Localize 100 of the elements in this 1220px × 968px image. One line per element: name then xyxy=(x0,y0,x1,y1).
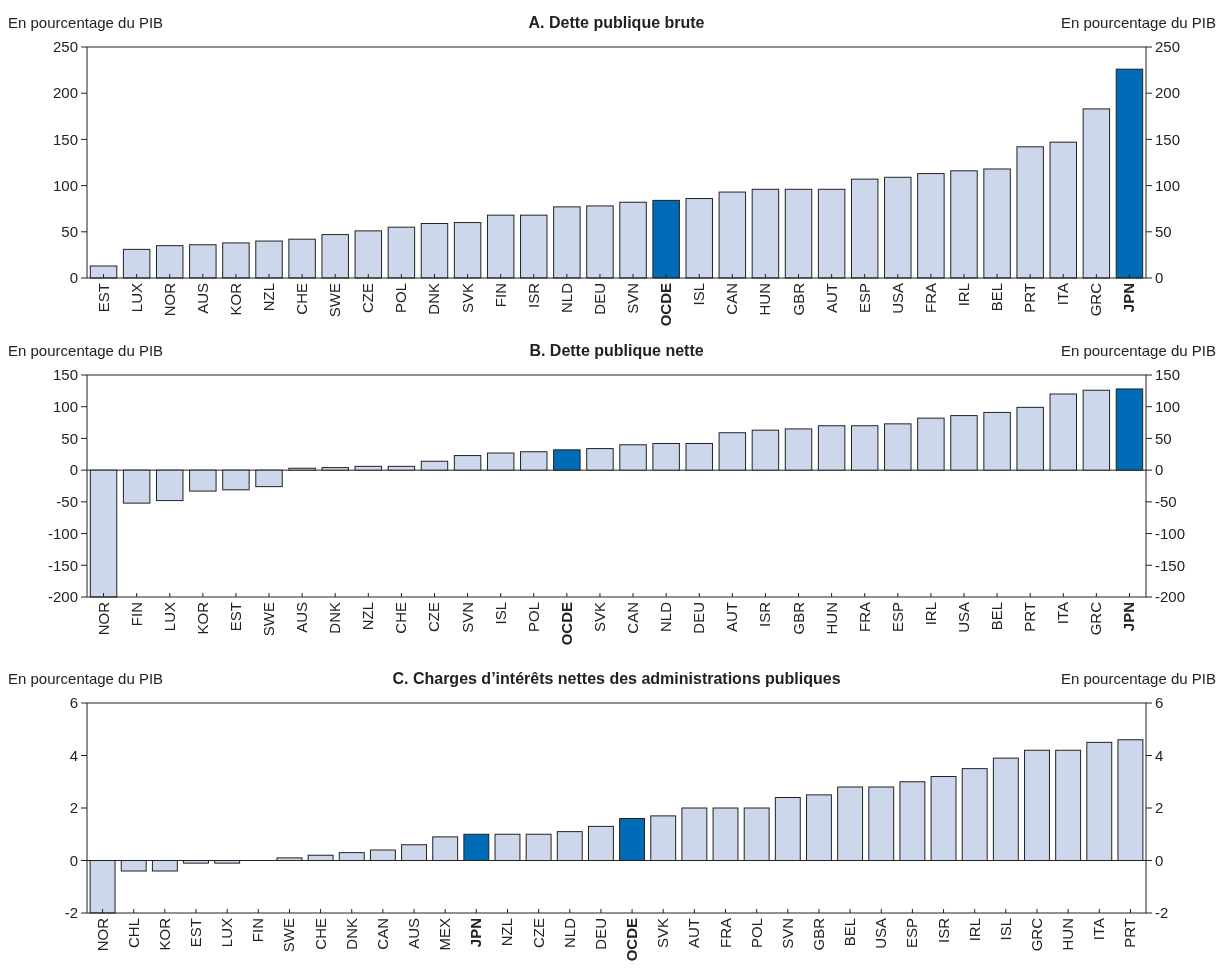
x-tick-label: ESP xyxy=(855,283,873,314)
y-tick-label: 50 xyxy=(61,429,78,447)
x-tick-label: GRC xyxy=(1087,601,1105,636)
y-tick-label: -50 xyxy=(56,493,78,511)
x-tick-label: IRL xyxy=(921,602,939,626)
y2-tick-label: 0 xyxy=(1155,269,1164,287)
y2-tick-label: 4 xyxy=(1155,746,1164,764)
x-tick-label: SVN xyxy=(778,918,796,949)
x-tick-label: AUS xyxy=(193,283,211,314)
y-tick-label: 4 xyxy=(69,746,78,764)
x-tick-label: GBR xyxy=(789,282,807,316)
x-tick-label: HUN xyxy=(822,602,840,635)
y-tick-label: 200 xyxy=(52,84,78,102)
x-tick-label: ISL xyxy=(491,602,509,625)
x-tick-label: LUX xyxy=(160,602,178,632)
x-tick-label: SVK xyxy=(590,602,608,633)
y-axis-title: En pourcentage du PIB xyxy=(8,670,164,687)
x-tick-label: POL xyxy=(524,602,542,633)
x-tick-label: SVK xyxy=(654,918,672,949)
x-tick-label: IRL xyxy=(954,283,972,307)
chart-title: B. Dette publique nette xyxy=(529,342,704,359)
x-tick-label: ISL xyxy=(996,918,1014,941)
x-tick-label: SWE xyxy=(326,283,344,318)
y-tick-label: -100 xyxy=(47,524,78,542)
x-tick-label: FIN xyxy=(127,602,145,627)
x-tick-label: EST xyxy=(94,283,112,313)
y-tick-label: 100 xyxy=(52,397,78,415)
x-tick-label: DEU xyxy=(690,602,708,634)
x-tick-label: PRT xyxy=(1021,283,1039,313)
y-tick-label: 150 xyxy=(52,130,78,148)
x-tick-label: OCDE xyxy=(557,602,575,646)
y-tick-label: 0 xyxy=(69,461,78,479)
x-tick-label: PRT xyxy=(1021,602,1039,632)
x-tick-label: OCDE xyxy=(623,918,641,962)
x-tick-label: ITA xyxy=(1054,602,1072,625)
x-tick-label: DEU xyxy=(591,918,609,950)
x-tick-label: NZL xyxy=(359,602,377,631)
x-tick-label: FRA xyxy=(921,283,939,313)
y2-tick-label: 100 xyxy=(1155,397,1181,415)
y-tick-label: 0 xyxy=(69,851,78,869)
x-tick-label: USA xyxy=(954,602,972,633)
y-tick-label: -150 xyxy=(47,556,78,574)
x-tick-label: DNK xyxy=(342,918,360,950)
x-tick-label: LUX xyxy=(218,918,236,948)
x-tick-label: GBR xyxy=(789,601,807,635)
y2-tick-label: -100 xyxy=(1155,524,1186,542)
x-tick-label: KOR xyxy=(155,917,173,951)
x-tick-label: NZL xyxy=(498,918,516,947)
y-tick-label: 250 xyxy=(52,38,78,56)
x-tick-label: POL xyxy=(392,283,410,314)
x-tick-label: ITA xyxy=(1090,918,1108,941)
x-tick-label: CAN xyxy=(723,283,741,315)
y-tick-label: 2 xyxy=(69,799,78,817)
x-tick-label: ISR xyxy=(524,282,542,309)
x-tick-label: BEL xyxy=(988,283,1006,312)
x-tick-label: BEL xyxy=(988,602,1006,631)
x-tick-label: ISR xyxy=(756,601,774,628)
x-tick-label: CZE xyxy=(425,602,443,632)
x-tick-label: NLD xyxy=(557,282,575,314)
x-tick-label: ITA xyxy=(1054,283,1072,306)
x-tick-label: ISR xyxy=(934,917,952,944)
y2-tick-label: 50 xyxy=(1155,223,1172,241)
x-tick-label: SVK xyxy=(458,283,476,314)
y-tick-label: 0 xyxy=(69,269,78,287)
x-tick-label: KOR xyxy=(226,282,244,316)
x-tick-label: CHL xyxy=(124,918,142,949)
y2-tick-label: 2 xyxy=(1155,799,1164,817)
x-tick-label: FIN xyxy=(249,918,267,943)
y2-tick-label: 0 xyxy=(1155,461,1164,479)
x-tick-label: CHE xyxy=(293,283,311,315)
y-tick-label: -2 xyxy=(64,904,78,922)
x-tick-label: NOR xyxy=(93,917,111,952)
x-tick-label: SVN xyxy=(458,602,476,633)
x-tick-label: DNK xyxy=(425,283,443,315)
x-tick-label: DNK xyxy=(326,602,344,634)
y2-tick-label: 50 xyxy=(1155,429,1172,447)
x-tick-label: AUT xyxy=(723,602,741,632)
x-tick-label: CZE xyxy=(529,918,547,948)
x-tick-label: USA xyxy=(888,283,906,314)
y2-tick-label: -2 xyxy=(1155,904,1169,922)
x-tick-label: SVN xyxy=(624,283,642,314)
y-tick-label: 100 xyxy=(52,176,78,194)
y-axis-title: En pourcentage du PIB xyxy=(8,342,164,359)
x-tick-label: JPN xyxy=(467,918,485,948)
y-tick-label: 150 xyxy=(52,366,78,384)
y2-tick-label: 0 xyxy=(1155,851,1164,869)
x-tick-label: SWE xyxy=(280,918,298,953)
x-tick-label: POL xyxy=(747,918,765,949)
x-tick-label: IRL xyxy=(965,918,983,942)
x-tick-label: BEL xyxy=(841,918,859,947)
x-tick-label: MEX xyxy=(436,918,454,951)
x-tick-label: NZL xyxy=(260,283,278,312)
y-tick-label: 50 xyxy=(61,223,78,241)
x-tick-label: FIN xyxy=(491,283,509,308)
x-tick-label: GRC xyxy=(1027,917,1045,952)
x-tick-label: SWE xyxy=(260,602,278,637)
chart-title: C. Charges d’intérêts nettes des administrations publiques xyxy=(392,670,841,687)
x-tick-label: FRA xyxy=(716,918,734,948)
x-tick-label: NOR xyxy=(160,282,178,317)
y2-tick-label: 250 xyxy=(1155,38,1181,56)
